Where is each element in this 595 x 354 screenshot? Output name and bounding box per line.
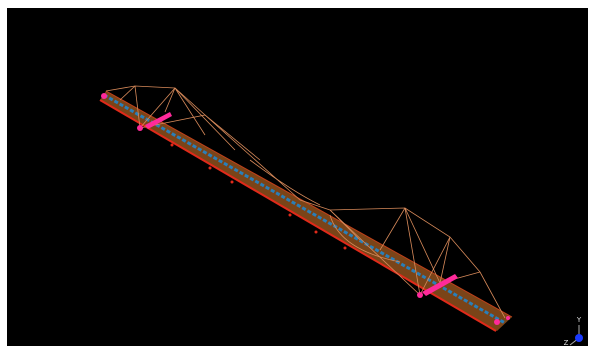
bridge-model: [99, 85, 513, 332]
z-label: Z: [564, 339, 569, 347]
origin: [575, 334, 583, 342]
cables: [105, 85, 506, 319]
nodes: [170, 143, 347, 250]
deck-edge: [105, 90, 513, 318]
deck: [100, 91, 512, 331]
supports: [101, 93, 510, 325]
background: [7, 8, 588, 346]
y-label: Y: [576, 316, 582, 324]
axis-triad: Y Z: [564, 316, 583, 347]
